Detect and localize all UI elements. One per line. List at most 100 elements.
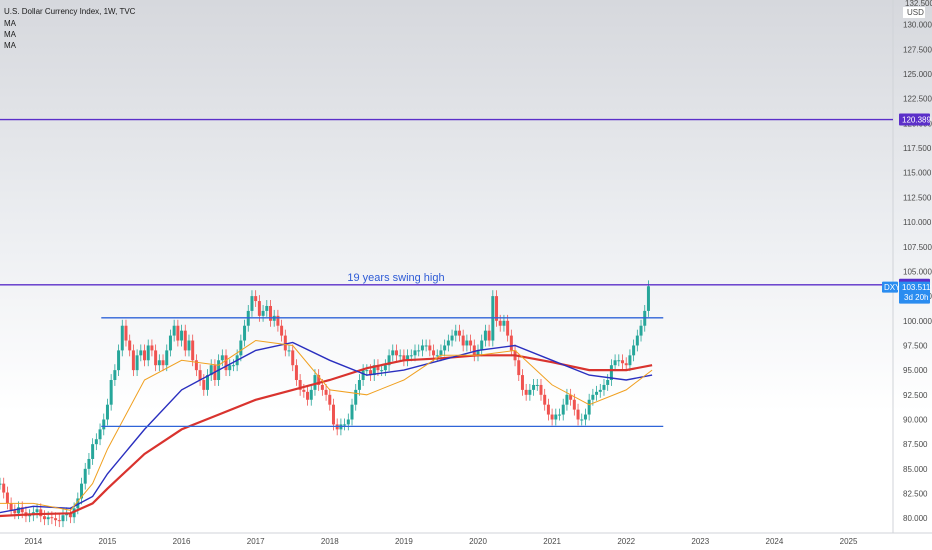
candle-body[interactable] xyxy=(135,355,139,371)
candle-body[interactable] xyxy=(543,394,547,405)
candle-body[interactable] xyxy=(317,375,321,385)
candle-body[interactable] xyxy=(87,458,91,469)
candle-body[interactable] xyxy=(487,330,491,341)
candle-body[interactable] xyxy=(443,345,447,351)
candle-body[interactable] xyxy=(280,325,284,336)
candle-body[interactable] xyxy=(231,365,235,367)
candle-body[interactable] xyxy=(180,330,184,341)
candle-body[interactable] xyxy=(361,370,365,381)
candle-body[interactable] xyxy=(580,419,584,421)
candle-body[interactable] xyxy=(602,384,606,390)
candle-body[interactable] xyxy=(198,370,202,381)
candle-body[interactable] xyxy=(435,355,439,357)
candle-body[interactable] xyxy=(506,320,510,336)
candle-body[interactable] xyxy=(595,391,599,395)
candle-body[interactable] xyxy=(313,375,317,390)
candle-body[interactable] xyxy=(509,335,513,351)
currency-label[interactable]: USD xyxy=(907,8,924,17)
candle-body[interactable] xyxy=(2,483,6,493)
candle-body[interactable] xyxy=(20,507,24,513)
candle-body[interactable] xyxy=(528,389,532,395)
candle-body[interactable] xyxy=(220,355,224,361)
candle-body[interactable] xyxy=(346,419,350,425)
candle-body[interactable] xyxy=(298,380,302,390)
candle-body[interactable] xyxy=(268,305,272,321)
candle-body[interactable] xyxy=(598,389,602,392)
candle-body[interactable] xyxy=(91,444,95,459)
candle-body[interactable] xyxy=(83,468,87,484)
candle-body[interactable] xyxy=(143,350,147,361)
candle-body[interactable] xyxy=(76,498,80,509)
candle-body[interactable] xyxy=(228,365,232,371)
candle-body[interactable] xyxy=(117,350,121,371)
candle-body[interactable] xyxy=(524,389,528,395)
candle-body[interactable] xyxy=(469,340,473,346)
candle-body[interactable] xyxy=(68,513,72,518)
candle-body[interactable] xyxy=(517,360,521,376)
candle-body[interactable] xyxy=(498,320,502,326)
candle-body[interactable] xyxy=(165,350,169,366)
candle-body[interactable] xyxy=(520,375,524,390)
candle-body[interactable] xyxy=(357,380,361,390)
candle-body[interactable] xyxy=(128,340,132,351)
candle-body[interactable] xyxy=(261,310,265,316)
candle-body[interactable] xyxy=(309,389,313,400)
candle-body[interactable] xyxy=(172,325,176,336)
candle-body[interactable] xyxy=(413,350,417,356)
candle-body[interactable] xyxy=(35,509,39,513)
candle-body[interactable] xyxy=(50,517,54,519)
candle-body[interactable] xyxy=(102,419,106,430)
candle-body[interactable] xyxy=(187,340,191,351)
candle-body[interactable] xyxy=(0,483,2,485)
candle-body[interactable] xyxy=(572,399,576,410)
candle-body[interactable] xyxy=(461,335,465,346)
candle-body[interactable] xyxy=(61,515,65,522)
candle-body[interactable] xyxy=(94,439,98,445)
candle-body[interactable] xyxy=(239,340,243,356)
candle-body[interactable] xyxy=(398,355,402,357)
candle-body[interactable] xyxy=(535,384,539,386)
ma-line-3[interactable] xyxy=(0,339,653,511)
candle-body[interactable] xyxy=(28,515,32,517)
candle-body[interactable] xyxy=(161,360,165,366)
candle-body[interactable] xyxy=(302,389,306,392)
candle-body[interactable] xyxy=(39,509,43,517)
candle-body[interactable] xyxy=(387,355,391,366)
candle-body[interactable] xyxy=(391,350,395,356)
candle-body[interactable] xyxy=(565,394,569,405)
candle-body[interactable] xyxy=(483,330,487,341)
candle-body[interactable] xyxy=(583,414,587,420)
candle-body[interactable] xyxy=(365,370,369,372)
candle-body[interactable] xyxy=(417,350,421,352)
candle-body[interactable] xyxy=(306,391,310,400)
candle-body[interactable] xyxy=(402,355,406,361)
candle-body[interactable] xyxy=(331,404,335,425)
candle-body[interactable] xyxy=(546,404,550,415)
candle-body[interactable] xyxy=(254,296,258,302)
candle-body[interactable] xyxy=(569,394,573,400)
candle-body[interactable] xyxy=(613,360,617,366)
candle-body[interactable] xyxy=(294,365,298,381)
candle-body[interactable] xyxy=(46,517,50,520)
candle-body[interactable] xyxy=(439,350,443,356)
candle-body[interactable] xyxy=(457,330,461,336)
candle-body[interactable] xyxy=(224,355,228,371)
candle-body[interactable] xyxy=(202,380,206,390)
indicator-label-ma-1[interactable]: MA xyxy=(4,19,17,28)
candle-body[interactable] xyxy=(113,370,117,381)
candle-body[interactable] xyxy=(124,325,128,341)
candle-body[interactable] xyxy=(54,518,58,521)
candle-body[interactable] xyxy=(409,355,413,357)
candle-body[interactable] xyxy=(428,345,432,351)
candle-body[interactable] xyxy=(424,345,428,347)
candle-body[interactable] xyxy=(324,389,328,395)
candle-body[interactable] xyxy=(98,429,102,440)
candle-body[interactable] xyxy=(283,335,287,351)
candle-body[interactable] xyxy=(639,325,643,336)
candle-body[interactable] xyxy=(576,409,580,420)
candle-body[interactable] xyxy=(183,330,187,351)
candle-body[interactable] xyxy=(369,370,373,376)
candle-body[interactable] xyxy=(243,325,247,341)
candle-body[interactable] xyxy=(406,355,410,361)
candle-body[interactable] xyxy=(80,483,84,499)
